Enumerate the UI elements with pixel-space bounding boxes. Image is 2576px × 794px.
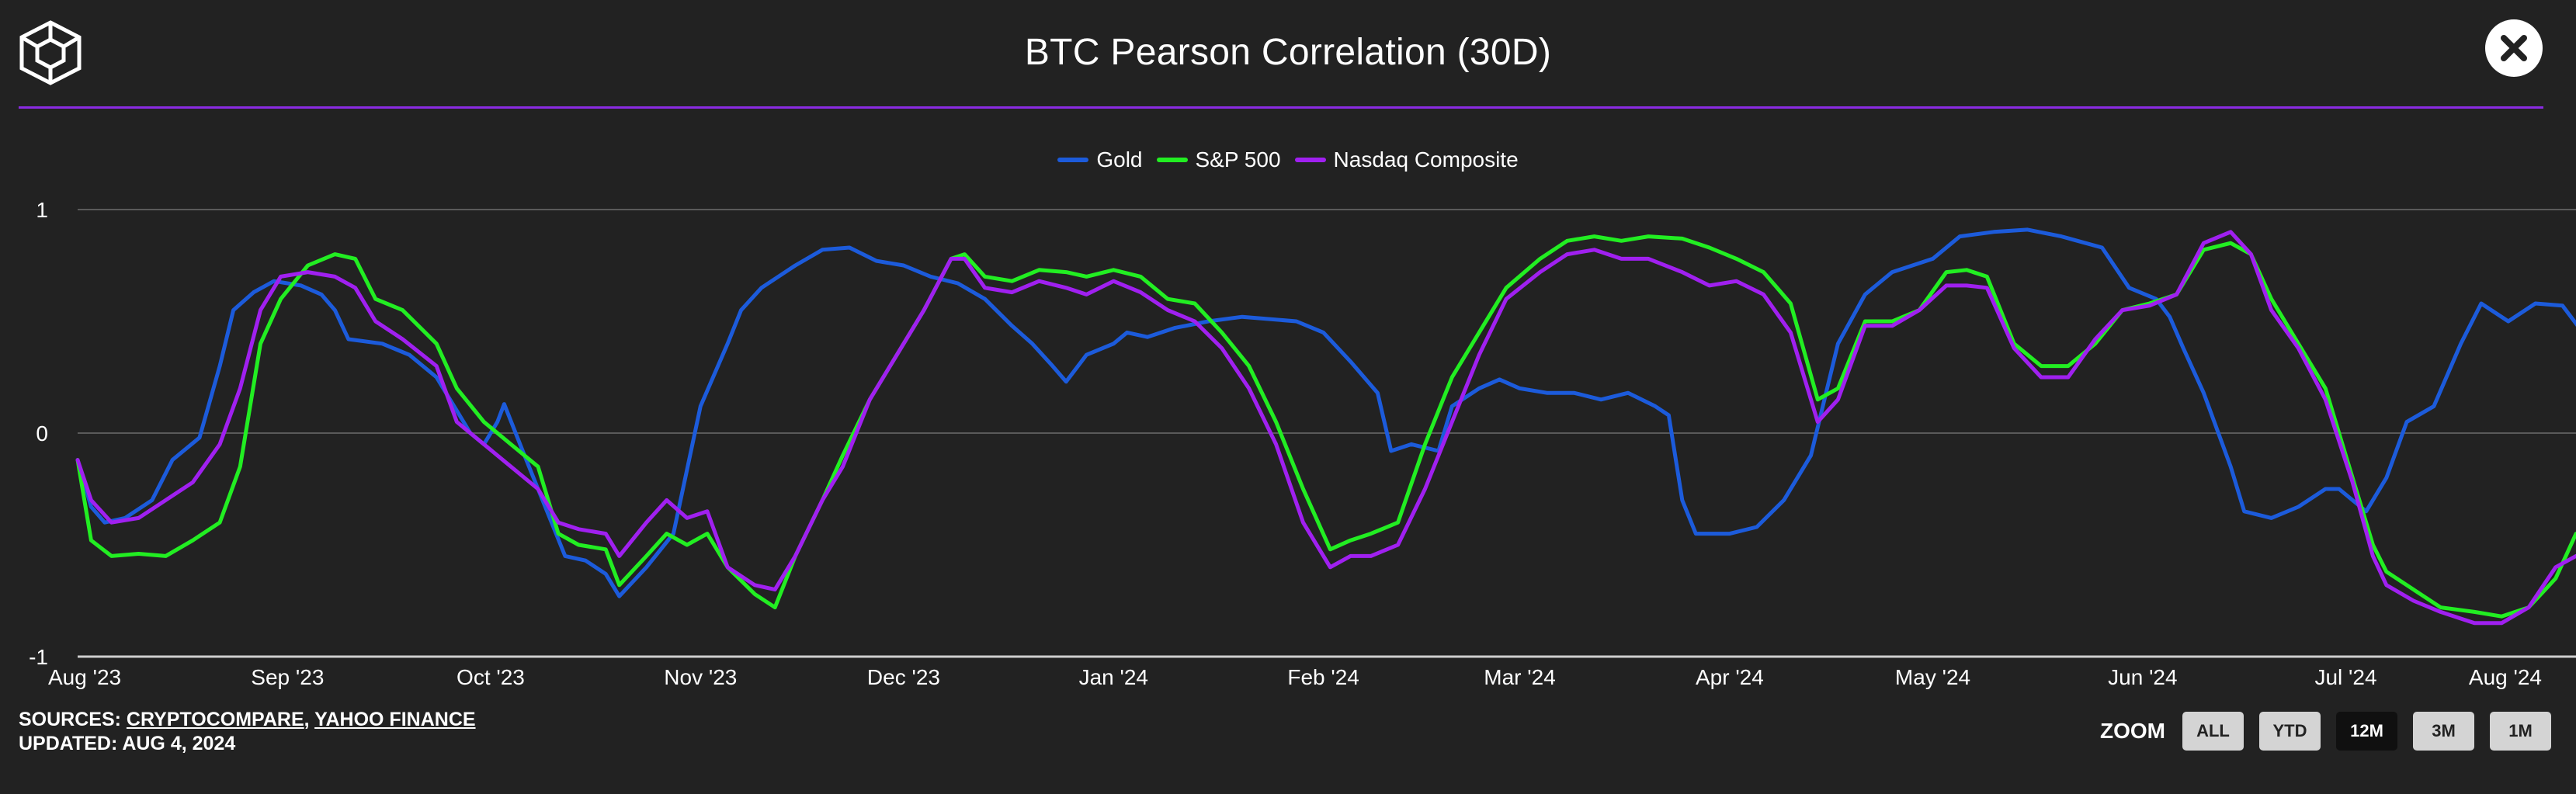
zoom-label: ZOOM [2100,719,2165,743]
series-line-gold [75,227,2576,598]
x-tick-label: Jul '24 [2314,665,2376,689]
header-divider [19,106,2543,109]
x-tick-label: Aug '24 [2469,665,2542,689]
legend-label: Gold [1096,147,1143,172]
cube-logo-icon[interactable] [17,19,84,86]
legend-swatch [1156,158,1188,162]
legend-item-nasdaq-composite[interactable]: Nasdaq Composite [1294,147,1519,172]
correlation-chart: -1 0 1 Aug '23 Sep '23 Oct '23 Nov '23 Dec '23 J… [29,198,2576,689]
sources-line: SOURCES: CRYPTOCOMPARE, YAHOO FINANCE [19,708,476,732]
zoom-ytd-button[interactable]: YTD [2259,712,2321,751]
x-tick-label: Jun '24 [2108,665,2177,689]
zoom-12m-button[interactable]: 12M [2336,712,2397,751]
x-tick-label: Apr '24 [1696,665,1764,689]
legend-label: Nasdaq Composite [1333,147,1519,172]
updated-date: UPDATED: AUG 4, 2024 [19,733,236,754]
close-button[interactable] [2485,19,2543,77]
x-tick-label: May '24 [1895,665,1970,689]
legend-label: S&P 500 [1195,147,1281,172]
x-tick-label: Dec '23 [867,665,940,689]
y-tick-label: 1 [36,198,48,222]
y-tick-label: -1 [29,645,48,669]
x-tick-label: Mar '24 [1484,665,1556,689]
zoom-all-button[interactable]: ALL [2182,712,2244,751]
x-tick-label: Nov '23 [664,665,737,689]
series-line-nasdaq-composite [75,230,2576,626]
sources-block: SOURCES: CRYPTOCOMPARE, YAHOO FINANCE UP… [19,708,476,756]
x-tick-label: Jan '24 [1079,665,1148,689]
chart-legend: Gold S&P 500 Nasdaq Composite [0,147,2576,172]
x-tick-label: Sep '23 [251,665,324,689]
source-link-cryptocompare[interactable]: CRYPTOCOMPARE [126,709,304,730]
y-tick-label: 0 [36,421,48,446]
source-link-yahoo-finance[interactable]: YAHOO FINANCE [314,709,476,730]
page-title: BTC Pearson Correlation (30D) [1024,32,1552,73]
x-tick-label: Oct '23 [457,665,525,689]
x-tick-label: Aug '23 [48,665,121,689]
sources-separator: , [304,709,310,730]
close-x-icon [2501,35,2527,61]
zoom-1m-button[interactable]: 1M [2490,712,2551,751]
zoom-3m-button[interactable]: 3M [2413,712,2474,751]
legend-item-gold[interactable]: Gold [1057,147,1143,172]
zoom-controls: ZOOM ALL YTD 12M 3M 1M [2100,712,2551,751]
x-tick-label: Feb '24 [1287,665,1359,689]
legend-item-s-p-500[interactable]: S&P 500 [1156,147,1281,172]
sources-label: SOURCES: [19,709,121,730]
legend-swatch [1057,158,1089,162]
legend-swatch [1294,158,1326,162]
